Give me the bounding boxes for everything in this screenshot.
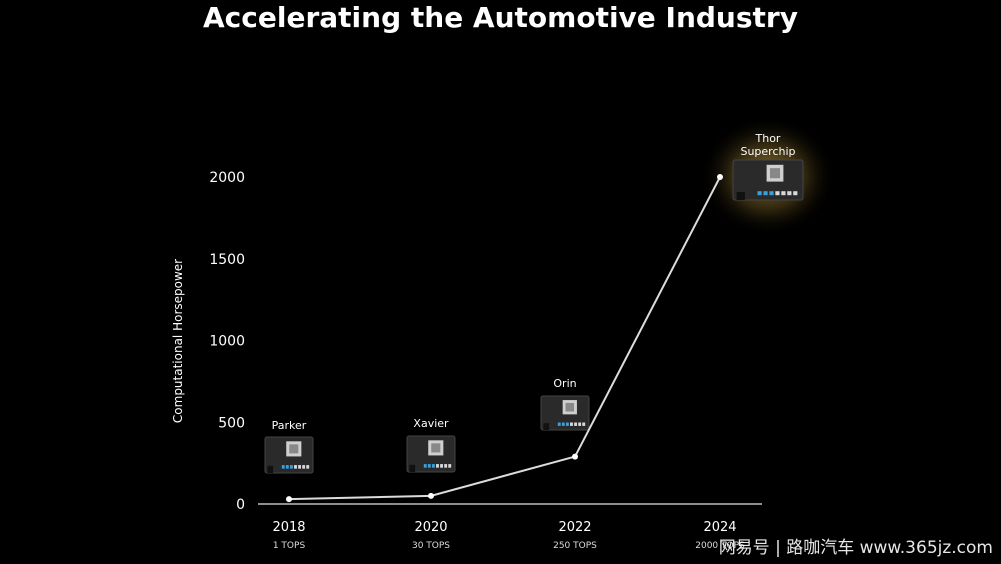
chip-label: Orin — [553, 377, 576, 390]
y-tick-label: 1000 — [209, 334, 245, 350]
x-tick-label: 2022 — [558, 520, 591, 535]
y-axis-label: Computational Horsepower — [171, 259, 185, 423]
x-tick-sublabel: 1 TOPS — [273, 541, 306, 551]
data-point — [717, 174, 723, 180]
chip-label: Parker — [272, 419, 307, 432]
chip-label: Thor — [755, 132, 781, 145]
x-tick-label: 2024 — [703, 520, 736, 535]
x-tick-label: 2020 — [414, 520, 447, 535]
chip-board-icon — [406, 435, 456, 473]
y-tick-label: 2000 — [209, 170, 245, 186]
x-tick-sublabel: 2000 TOPS — [695, 541, 745, 551]
y-tick-label: 0 — [236, 497, 245, 513]
y-tick-label: 500 — [218, 415, 245, 431]
x-tick-sublabel: 250 TOPS — [553, 541, 597, 551]
data-point — [572, 453, 578, 460]
watermark-text: 网易号 | 路咖汽车 www.365jz.com — [718, 538, 993, 558]
page-title: Accelerating the Automotive Industry — [203, 1, 798, 34]
x-tick-sublabel: 30 TOPS — [412, 541, 450, 551]
chip-board-icon — [264, 436, 314, 474]
x-tick-label: 2018 — [272, 520, 305, 535]
series-line — [288, 176, 721, 501]
chip-board-icon — [732, 159, 804, 201]
chip-label: Superchip — [740, 145, 795, 158]
chip-label: Xavier — [413, 417, 449, 430]
y-tick-label: 1500 — [209, 252, 245, 268]
data-point — [286, 496, 292, 503]
chip-board-icon — [540, 395, 590, 431]
data-point — [428, 492, 434, 499]
